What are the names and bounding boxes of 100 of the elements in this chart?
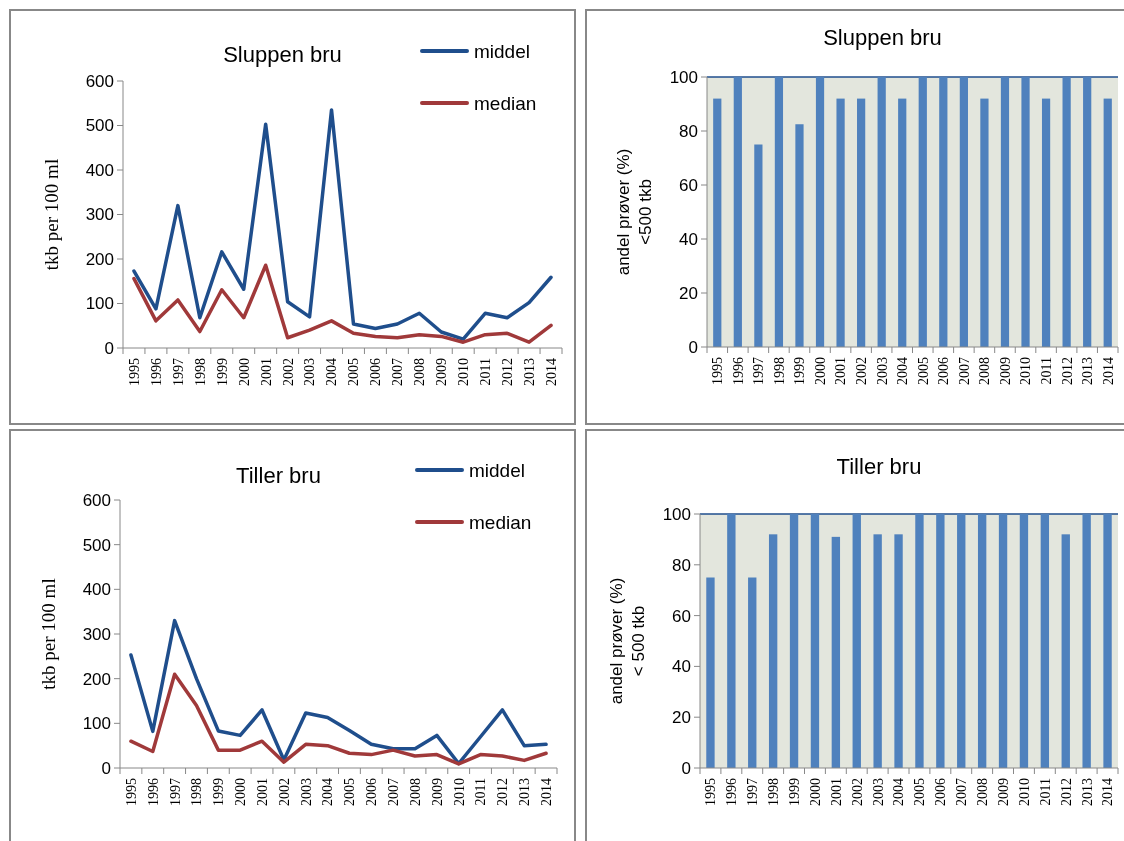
- bar: [936, 514, 945, 768]
- y-tick-label: 600: [82, 490, 111, 510]
- x-tick-label: 2002: [280, 358, 296, 386]
- y-tick-label: 100: [662, 504, 691, 524]
- bar: [977, 514, 987, 768]
- y-tick-label: 60: [672, 606, 691, 626]
- x-tick-label: 2009: [429, 778, 445, 806]
- line-series: [129, 672, 548, 766]
- x-tick-label: 2007: [386, 778, 402, 806]
- y-tick-label: 300: [82, 624, 111, 644]
- bar: [1061, 534, 1070, 768]
- bar: [877, 77, 886, 347]
- x-tick-label: 2004: [891, 778, 907, 806]
- bar: [1021, 77, 1030, 347]
- bar: [774, 77, 784, 347]
- y-tick-label: 80: [672, 555, 691, 575]
- x-tick-label: 2006: [368, 358, 384, 386]
- x-tick-label: 2002: [849, 778, 865, 806]
- x-tick-label: 1996: [730, 357, 746, 385]
- bar: [980, 98, 989, 347]
- x-tick-label: 2008: [977, 357, 993, 385]
- bar: [1040, 514, 1050, 768]
- bar: [939, 77, 948, 347]
- legend-label: middel: [469, 459, 525, 481]
- y-tick-label: 80: [679, 121, 698, 141]
- x-tick-label: 2011: [1037, 778, 1053, 806]
- bar: [1082, 514, 1091, 768]
- x-tick-label: 1997: [745, 778, 761, 806]
- x-tick-label: 2001: [833, 357, 849, 385]
- x-tick-label: 2010: [1016, 778, 1032, 806]
- x-tick-label: 2007: [390, 358, 406, 386]
- x-tick-label: 1999: [792, 357, 808, 385]
- x-tick-label: 2005: [346, 358, 362, 386]
- y-tick-label: 20: [679, 283, 698, 303]
- x-tick-label: 2011: [478, 358, 494, 386]
- x-tick-label: 1996: [724, 778, 740, 806]
- x-tick-label: 2004: [324, 358, 340, 386]
- x-tick-label: 2001: [258, 358, 274, 386]
- y-tick-label: 40: [672, 657, 691, 677]
- x-tick-label: 2014: [538, 778, 554, 806]
- bar: [768, 534, 778, 768]
- x-tick-label: 1996: [145, 778, 161, 806]
- x-tick-label: 2010: [451, 778, 467, 806]
- x-tick-label: 2007: [954, 778, 970, 806]
- x-tick-label: 1998: [771, 357, 787, 385]
- y-tick-label: 200: [82, 669, 111, 689]
- x-tick-label: 2001: [828, 778, 844, 806]
- bar: [959, 77, 968, 347]
- x-tick-label: 1995: [126, 358, 142, 386]
- bar: [836, 98, 845, 347]
- y-tick-label: 500: [82, 535, 111, 555]
- x-tick-label: 2009: [995, 778, 1011, 806]
- y-tick-label: 500: [85, 116, 114, 136]
- y-tick-label: 100: [669, 67, 698, 87]
- bar: [918, 77, 927, 347]
- y-tick-label: 0: [681, 758, 691, 778]
- y-tick-label: 300: [85, 205, 114, 225]
- x-tick-label: 2010: [1018, 357, 1034, 385]
- bar: [754, 144, 763, 347]
- bar: [733, 77, 742, 347]
- x-tick-label: 1995: [703, 778, 719, 806]
- x-tick-label: 2009: [434, 358, 450, 386]
- bar: [898, 98, 907, 347]
- x-tick-label: 2006: [364, 778, 380, 806]
- bar: [1103, 514, 1112, 768]
- chart-title: Sluppen bru: [223, 42, 342, 67]
- x-tick-label: 1996: [148, 358, 164, 386]
- bar: [1083, 77, 1092, 347]
- x-tick-label: 2002: [276, 778, 292, 806]
- bar: [998, 514, 1008, 768]
- x-tick-label: 2011: [473, 778, 489, 806]
- bar: [713, 98, 722, 347]
- x-tick-label: 2006: [936, 357, 952, 385]
- y-tick-label: 100: [82, 714, 111, 734]
- x-tick-label: 2014: [1100, 357, 1116, 385]
- x-tick-label: 2004: [895, 357, 911, 385]
- bar: [795, 124, 804, 347]
- bar: [857, 98, 866, 347]
- bar: [852, 514, 861, 768]
- y-tick-label: 0: [688, 337, 698, 357]
- bar: [1000, 77, 1010, 347]
- bar: [815, 77, 825, 347]
- x-tick-label: 1999: [211, 778, 227, 806]
- x-tick-label: 2002: [854, 357, 870, 385]
- x-tick-label: 2008: [975, 778, 991, 806]
- line-series: [132, 263, 553, 344]
- line-series: [132, 108, 553, 341]
- chart-title: Tiller bru: [236, 463, 321, 488]
- x-tick-label: 2003: [870, 778, 886, 806]
- x-tick-label: 2013: [517, 778, 533, 806]
- y-tick-label: 200: [85, 249, 114, 269]
- x-tick-label: 2004: [320, 778, 336, 806]
- y-axis-title: tkb per 100 ml: [41, 158, 62, 271]
- x-tick-label: 2007: [956, 357, 972, 385]
- x-tick-label: 2005: [912, 778, 928, 806]
- x-tick-label: 2003: [302, 358, 318, 386]
- chart-title: Tiller bru: [836, 454, 922, 479]
- x-tick-label: 2001: [254, 778, 270, 806]
- x-tick-label: 2011: [1038, 357, 1054, 385]
- y-axis-title: andel prøver (%) < 500 tkb: [607, 577, 648, 705]
